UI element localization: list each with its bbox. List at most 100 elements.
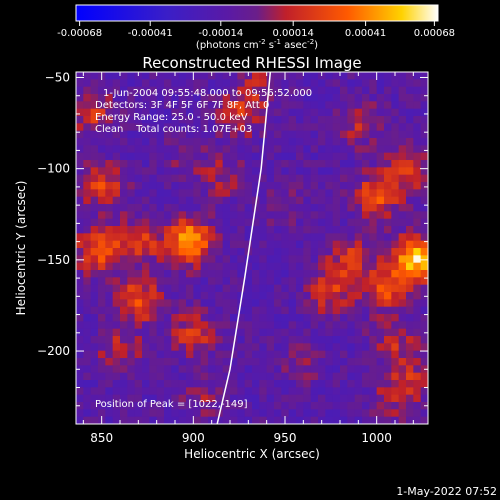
heatmap-cell <box>274 358 282 366</box>
heatmap-cell <box>156 394 165 403</box>
heatmap-cell <box>105 292 114 300</box>
heatmap-cell <box>391 160 400 168</box>
heatmap-cell <box>200 211 209 220</box>
heatmap-cell <box>186 182 194 190</box>
heatmap-cell <box>90 409 99 418</box>
heatmap-cell <box>76 299 84 308</box>
heatmap-cell <box>347 211 356 220</box>
heatmap-cell <box>376 358 385 366</box>
heatmap-cell <box>112 292 121 300</box>
heatmap-cell <box>90 328 99 337</box>
heatmap-cell <box>354 328 363 337</box>
heatmap-cell <box>83 416 92 424</box>
heatmap-cell <box>266 292 275 300</box>
heatmap-cell <box>303 343 312 352</box>
heatmap-cell <box>149 226 158 234</box>
heatmap-cell <box>303 387 312 396</box>
heatmap-cell <box>237 182 246 190</box>
heatmap-cell <box>149 277 158 286</box>
heatmap-cell <box>112 306 121 315</box>
heatmap-cell <box>406 211 414 220</box>
heatmap-cell <box>98 130 106 139</box>
heatmap-cell <box>76 167 84 176</box>
heatmap-cell <box>230 277 238 286</box>
heatmap-cell <box>142 372 150 381</box>
heatmap-cell <box>252 233 260 242</box>
heatmap-cell <box>266 416 275 424</box>
heatmap-cell <box>303 86 312 95</box>
heatmap-cell <box>259 152 268 161</box>
heatmap-cell <box>134 233 143 242</box>
heatmap-cell <box>237 108 246 117</box>
heatmap-cell <box>347 284 356 293</box>
heatmap-cell <box>134 218 143 227</box>
heatmap-cell <box>244 336 253 344</box>
heatmap-cell <box>406 248 414 256</box>
heatmap-cell <box>244 380 253 388</box>
heatmap-cell <box>325 94 334 102</box>
heatmap-cell <box>362 189 370 198</box>
heatmap-cell <box>391 130 400 139</box>
heatmap-cell <box>208 79 216 88</box>
heatmap-cell <box>244 233 253 242</box>
heatmap-cell <box>193 160 202 168</box>
heatmap-cell <box>318 365 326 374</box>
heatmap-cell <box>354 321 363 330</box>
heatmap-cell <box>332 416 341 424</box>
heatmap-cell <box>391 204 400 212</box>
heatmap-cell <box>90 380 99 388</box>
heatmap-cell <box>83 226 92 234</box>
heatmap-cell <box>142 255 150 264</box>
heatmap-cell <box>208 343 216 352</box>
heatmap-cell <box>340 233 348 242</box>
heatmap-cell <box>142 306 150 315</box>
heatmap-cell <box>186 138 194 146</box>
heatmap-cell <box>362 160 370 168</box>
heatmap-cell <box>164 108 172 117</box>
heatmap-cell <box>76 262 84 271</box>
heatmap-cell <box>171 387 180 396</box>
heatmap-cell <box>200 152 209 161</box>
heatmap-cell <box>406 94 414 102</box>
heatmap-cell <box>318 402 326 410</box>
heatmap-cell <box>90 182 99 190</box>
heatmap-cell <box>105 240 114 249</box>
heatmap-cell <box>281 270 290 278</box>
heatmap-cell <box>340 174 348 183</box>
heatmap-cell <box>347 138 356 146</box>
heatmap-cell <box>259 299 268 308</box>
heatmap-cell <box>142 174 150 183</box>
heatmap-cell <box>83 394 92 403</box>
heatmap-cell <box>310 86 319 95</box>
heatmap-cell <box>325 306 334 315</box>
heatmap-cell <box>105 321 114 330</box>
heatmap-cell <box>318 336 326 344</box>
heatmap-cell <box>252 328 260 337</box>
heatmap-cell <box>347 409 356 418</box>
heatmap-cell <box>120 402 128 410</box>
heatmap-cell <box>186 402 194 410</box>
heatmap-cell <box>112 86 121 95</box>
heatmap-cell <box>296 108 304 117</box>
heatmap-cell <box>347 167 356 176</box>
heatmap-cell <box>266 86 275 95</box>
heatmap-cell <box>208 130 216 139</box>
heatmap-cell <box>274 409 282 418</box>
heatmap-cell <box>318 79 326 88</box>
heatmap-cell <box>178 350 187 359</box>
heatmap-cell <box>120 292 128 300</box>
heatmap-cell <box>413 394 422 403</box>
heatmap-cell <box>384 196 392 205</box>
heatmap-cell <box>406 402 414 410</box>
heatmap-cell <box>171 218 180 227</box>
heatmap-cell <box>340 145 348 154</box>
heatmap-cell <box>149 314 158 322</box>
heatmap-cell <box>90 248 99 256</box>
heatmap-cell <box>112 130 121 139</box>
heatmap-cell <box>288 211 297 220</box>
heatmap-cell <box>376 116 385 124</box>
heatmap-cell <box>134 402 143 410</box>
heatmap-cell <box>171 299 180 308</box>
heatmap-cell <box>142 218 150 227</box>
heatmap-cell <box>325 152 334 161</box>
